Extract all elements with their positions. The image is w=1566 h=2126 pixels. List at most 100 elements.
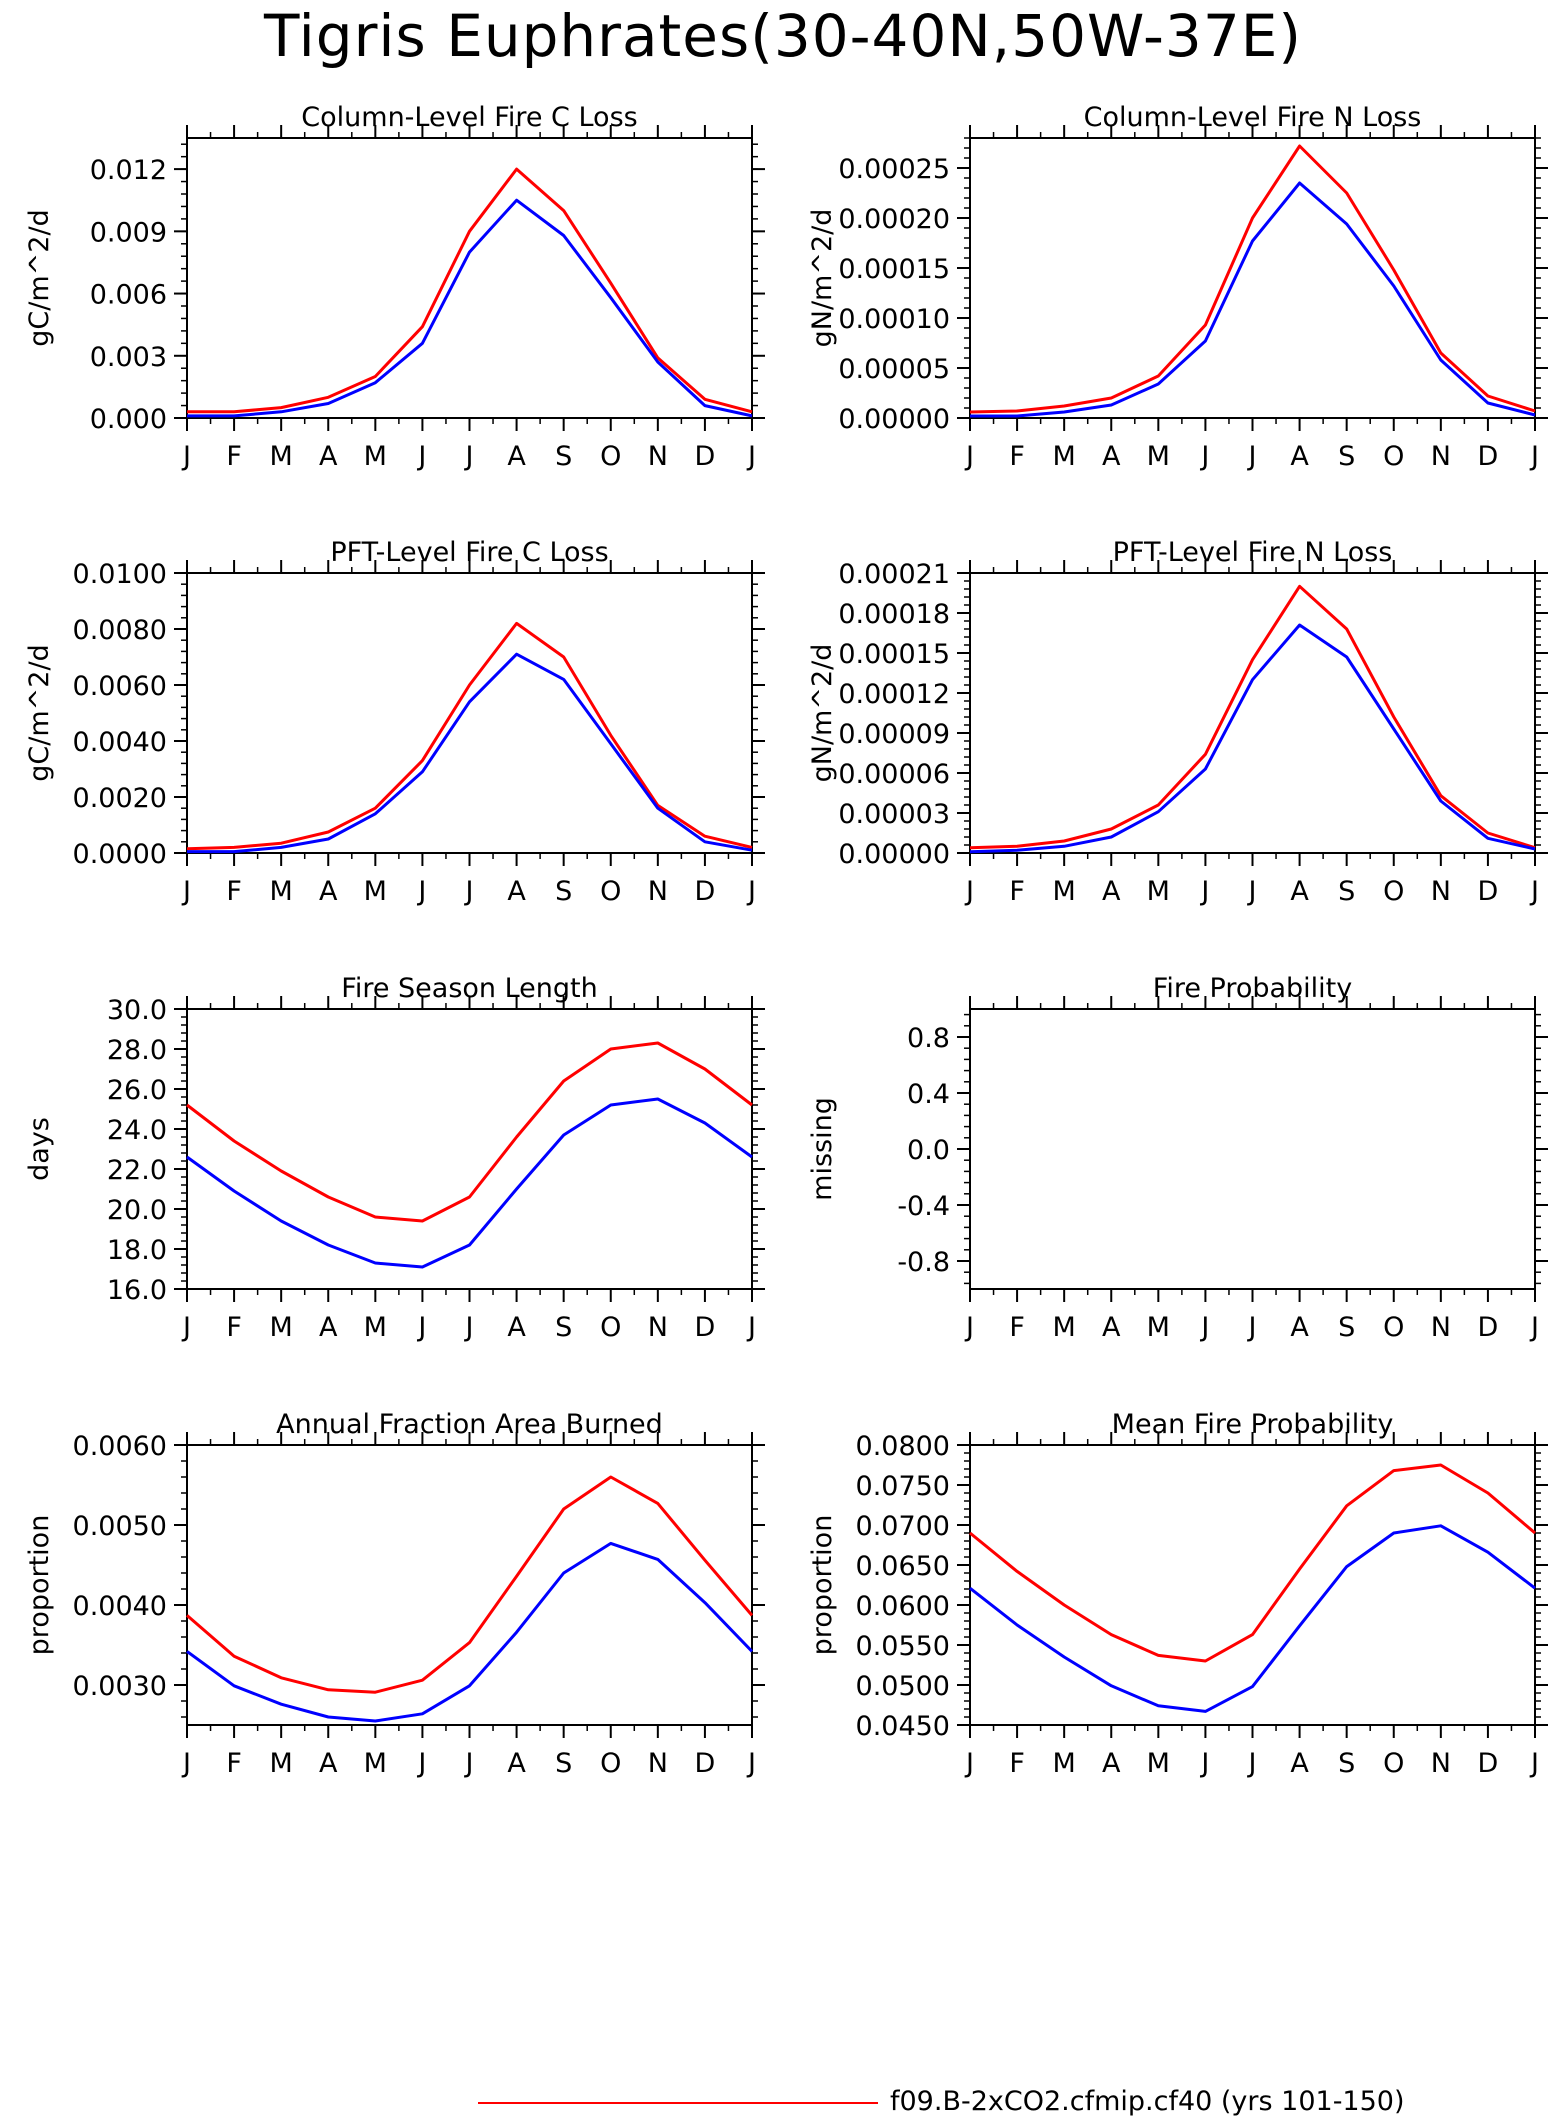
x-tick-label: J <box>964 1312 974 1343</box>
x-tick-label: A <box>507 1748 526 1779</box>
x-tick-label: D <box>695 441 716 472</box>
x-tick-label: N <box>648 876 668 907</box>
page-title: Tigris Euphrates(30-40N,50W-37E) <box>264 2 1302 70</box>
y-axis-label: gC/m^2/d <box>24 644 55 781</box>
x-tick-label: O <box>1383 876 1404 907</box>
y-tick-label: 0.0 <box>907 1135 950 1166</box>
y-tick-label: 0.0700 <box>856 1511 950 1542</box>
series-line-2 <box>187 198 753 418</box>
x-tick-label: A <box>319 1312 338 1343</box>
x-tick-label: N <box>1431 1748 1451 1779</box>
y-tick-label: 0.0040 <box>73 727 167 758</box>
x-tick-label: J <box>1199 1312 1209 1343</box>
y-tick-label: 0.0800 <box>856 1431 950 1462</box>
x-tick-label: D <box>1478 876 1499 907</box>
y-tick-label: 0.0060 <box>73 671 167 702</box>
x-tick-label: J <box>746 441 756 472</box>
x-tick-label: J <box>464 1312 474 1343</box>
x-tick-label: J <box>746 1312 756 1343</box>
x-tick-label: D <box>1478 1748 1499 1779</box>
x-tick-label: S <box>555 1748 572 1779</box>
x-tick-label: A <box>319 876 338 907</box>
y-tick-label: -0.8 <box>897 1247 950 1278</box>
x-tick-label: J <box>1529 1312 1539 1343</box>
x-tick-label: N <box>648 441 668 472</box>
x-tick-label: J <box>181 441 191 472</box>
x-tick-label: J <box>416 441 426 472</box>
x-tick-label: J <box>1529 876 1539 907</box>
y-axis-label: gN/m^2/d <box>807 644 838 783</box>
x-tick-label: J <box>964 1748 974 1779</box>
x-tick-label: J <box>416 1312 426 1343</box>
x-tick-label: A <box>1102 1312 1121 1343</box>
y-tick-label: 0.00025 <box>838 154 950 185</box>
x-tick-label: M <box>364 1748 387 1779</box>
x-tick-label: D <box>695 1748 716 1779</box>
x-tick-label: M <box>1053 876 1076 907</box>
x-tick-label: J <box>416 876 426 907</box>
x-tick-label: O <box>600 441 621 472</box>
x-tick-label: J <box>1247 441 1257 472</box>
plot-frame <box>186 1008 753 1290</box>
y-tick-label: 16.0 <box>107 1275 167 1306</box>
x-tick-label: M <box>364 441 387 472</box>
legend: f09.B-2xCO2.cfmip.cf40 (yrs 101-150) <box>478 2086 1478 2126</box>
y-tick-label: 0.0040 <box>73 1591 167 1622</box>
x-tick-label: F <box>1009 1312 1025 1343</box>
x-tick-label: M <box>1053 441 1076 472</box>
x-tick-label: O <box>1383 1312 1404 1343</box>
x-tick-label: A <box>1102 441 1121 472</box>
x-tick-label: A <box>507 1312 526 1343</box>
x-tick-label: J <box>181 876 191 907</box>
x-tick-label: M <box>1147 1748 1170 1779</box>
y-axis-label: gN/m^2/d <box>807 209 838 348</box>
y-tick-label: 0.012 <box>90 155 167 186</box>
x-tick-label: M <box>1053 1312 1076 1343</box>
x-tick-label: F <box>226 1312 242 1343</box>
series-line-2 <box>186 1097 753 1269</box>
series-line-2 <box>186 1541 754 1723</box>
y-tick-label: 0.009 <box>90 217 167 248</box>
x-tick-label: A <box>1290 876 1309 907</box>
y-tick-label: 0.00015 <box>838 254 950 285</box>
x-tick-label: N <box>1431 1312 1451 1343</box>
series-line-2 <box>970 181 1536 418</box>
legend-label: f09.B-2xCO2.cfmip.cf40 (yrs 101-150) <box>890 2086 1405 2117</box>
plot-frame <box>186 1444 753 1726</box>
y-tick-label: 0.00005 <box>838 354 950 385</box>
x-tick-label: J <box>181 1312 191 1343</box>
x-tick-label: F <box>1009 1748 1025 1779</box>
x-tick-label: O <box>600 1312 621 1343</box>
y-tick-label: 0.0050 <box>73 1511 167 1542</box>
series-line-1 <box>969 144 1536 414</box>
series-line-1 <box>187 167 753 414</box>
x-tick-label: S <box>555 876 572 907</box>
x-tick-label: A <box>319 441 338 472</box>
series-line-2 <box>969 1524 1536 1713</box>
y-tick-label: 0.0600 <box>856 1591 950 1622</box>
series-line-1 <box>186 621 753 851</box>
x-tick-label: D <box>695 876 716 907</box>
x-tick-label: A <box>1102 876 1121 907</box>
series-line-1 <box>969 584 1536 850</box>
x-tick-label: D <box>695 1312 716 1343</box>
x-tick-label: J <box>1247 876 1257 907</box>
x-tick-label: M <box>364 876 387 907</box>
y-tick-label: 0.00000 <box>838 404 950 435</box>
x-tick-label: A <box>1290 441 1309 472</box>
x-tick-label: J <box>964 441 974 472</box>
y-tick-label: 0.0550 <box>856 1631 950 1662</box>
y-axis-label: proportion <box>24 1515 55 1656</box>
x-tick-label: F <box>226 876 242 907</box>
x-tick-label: N <box>648 1312 668 1343</box>
plot-frame <box>969 1444 1536 1726</box>
x-tick-label: M <box>1147 441 1170 472</box>
y-tick-label: 0.0060 <box>73 1431 167 1462</box>
y-tick-label: 0.0650 <box>856 1551 950 1582</box>
y-tick-label: 18.0 <box>107 1235 167 1266</box>
y-tick-label: 0.00015 <box>838 639 950 670</box>
x-tick-label: A <box>1290 1312 1309 1343</box>
